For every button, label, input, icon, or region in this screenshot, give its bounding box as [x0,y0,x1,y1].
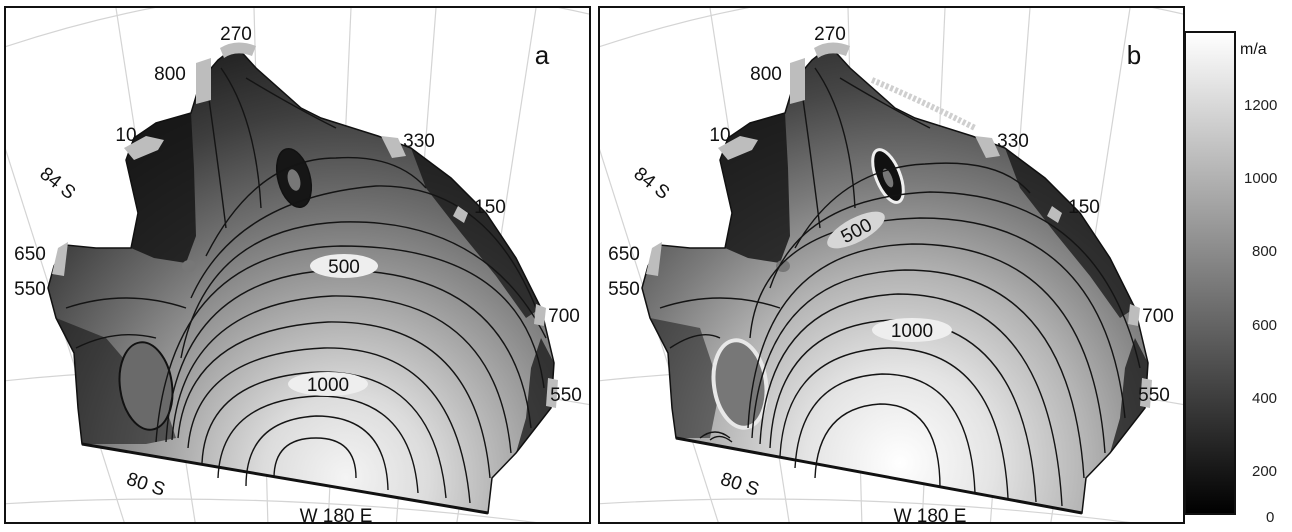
ice-rise-tiny [182,260,196,272]
slow-zones [56,113,554,453]
inflow-label: 700 [1142,306,1174,327]
panel-letter-b: b [1127,40,1141,70]
inflow-label: 330 [403,131,435,152]
colorbar-tick: 0 [1266,509,1274,526]
latitude-label-80s: 80 S [124,469,168,501]
inflow-label: 330 [997,131,1029,152]
ice-rise-large [711,338,769,430]
ice-rise-large [118,341,174,431]
inflow-markers [646,42,1152,408]
inflow-label: 550 [14,279,46,300]
contour-label-500: 500 [328,257,360,278]
latitude-label-80s: 80 S [718,469,762,501]
colorbar-tick: 1000 [1244,170,1277,187]
inflow-label: 270 [220,24,252,45]
inflow-label: 650 [14,244,46,265]
colorbar-unit: m/a [1240,41,1267,58]
ice-front [675,436,1083,515]
ice-rise-core [882,168,894,188]
inflow-label: 270 [814,24,846,45]
inflow-label: 150 [1068,197,1100,218]
contour-label-500-bg [827,211,885,249]
colorbar-tick: 1200 [1244,97,1277,114]
contour-label-1000-bg [288,372,368,396]
contour-label-1000-bg [872,318,952,342]
contour-label-1000: 1000 [307,375,349,396]
contour-label-500-bg [310,254,378,278]
colorbar-tick: 400 [1252,390,1277,407]
colorbar-tick: 800 [1252,243,1277,260]
latitude-label-84s: 84 S [630,163,674,204]
panel-letter-a: a [535,40,550,70]
velocity-map-b: 500 1000 270 800 10 330 150 650 550 700 … [600,8,1183,524]
colorbar-gradient [1184,31,1236,515]
ice-front [81,442,489,515]
inflow-label: 800 [750,64,782,85]
contour-label-1000: 1000 [891,321,933,342]
latitude-label-84s: 84 S [36,163,80,204]
inflow-label: 700 [548,306,580,327]
inflow-label: 550 [550,385,582,406]
colorbar-tick: 600 [1252,317,1277,334]
ice-shelf-b [641,44,1149,514]
inflow-label: 550 [1138,385,1170,406]
inflow-markers [52,42,558,408]
colorbar: m/a 1200 1000 800 600 400 200 0 [1180,30,1290,527]
shear-margin [870,77,977,131]
longitude-label: W 180 E [300,506,373,524]
ice-rise-core [287,169,301,191]
map-panel-b: 500 1000 270 800 10 330 150 650 550 700 … [598,6,1185,524]
inflow-label: 650 [608,244,640,265]
inflow-label: 10 [709,125,730,146]
colorbar-tick: 200 [1252,463,1277,480]
ice-rise-tiny [776,260,790,272]
inflow-label: 10 [115,125,136,146]
inflow-label: 800 [154,64,186,85]
longitude-label: W 180 E [894,506,967,524]
velocity-map-a: 500 1000 270 800 10 330 150 650 550 700 … [6,8,589,524]
colorbar-svg: m/a 1200 1000 800 600 400 200 0 [1184,31,1277,526]
inflow-label: 150 [474,197,506,218]
map-panel-a: 500 1000 270 800 10 330 150 650 550 700 … [4,6,591,524]
inflow-label: 550 [608,279,640,300]
contour-lines [659,67,1141,507]
